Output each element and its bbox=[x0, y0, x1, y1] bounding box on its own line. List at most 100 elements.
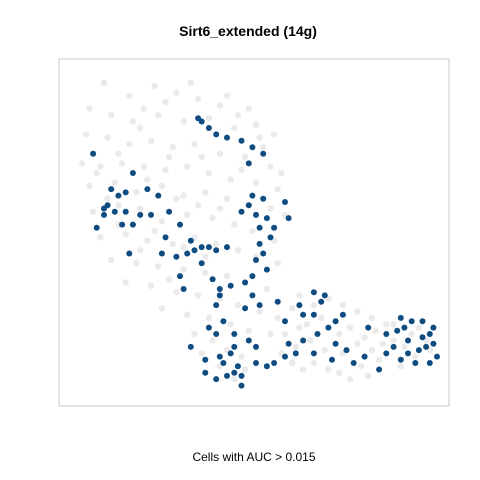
background-point bbox=[231, 375, 238, 383]
highlighted-point bbox=[325, 324, 332, 331]
background-point bbox=[234, 111, 242, 119]
highlighted-point bbox=[282, 353, 288, 360]
background-point bbox=[158, 218, 166, 225]
background-point bbox=[289, 359, 296, 367]
background-point bbox=[346, 324, 354, 331]
highlighted-point bbox=[115, 192, 122, 199]
background-point bbox=[354, 308, 361, 315]
background-point bbox=[365, 372, 372, 380]
background-point bbox=[137, 205, 144, 212]
background-point bbox=[281, 330, 289, 338]
highlighted-point bbox=[300, 337, 307, 344]
highlighted-point bbox=[173, 253, 180, 260]
highlighted-point bbox=[343, 347, 350, 354]
highlighted-point bbox=[332, 340, 339, 347]
highlighted-point bbox=[198, 260, 205, 267]
background-point bbox=[267, 330, 274, 338]
background-point bbox=[205, 115, 213, 122]
background-point bbox=[184, 311, 191, 318]
background-point bbox=[336, 369, 343, 376]
highlighted-point bbox=[184, 250, 191, 257]
background-point bbox=[321, 346, 328, 354]
background-point bbox=[223, 195, 231, 202]
background-point bbox=[108, 111, 115, 119]
background-point bbox=[267, 205, 274, 212]
highlighted-point bbox=[126, 250, 133, 257]
background-point bbox=[169, 144, 176, 151]
highlighted-point bbox=[108, 186, 115, 193]
highlighted-point bbox=[122, 208, 129, 215]
highlighted-point bbox=[350, 360, 357, 366]
highlighted-point bbox=[397, 356, 404, 363]
highlighted-point bbox=[101, 205, 107, 212]
background-point bbox=[93, 169, 100, 177]
background-point bbox=[155, 111, 162, 119]
background-point bbox=[151, 82, 158, 90]
background-point bbox=[227, 321, 234, 328]
highlighted-point bbox=[205, 324, 212, 331]
background-point bbox=[137, 124, 144, 132]
background-point bbox=[104, 134, 111, 141]
highlighted-point bbox=[216, 292, 223, 299]
highlighted-point bbox=[390, 343, 397, 350]
highlighted-points-layer bbox=[90, 115, 440, 389]
background-point bbox=[307, 337, 314, 344]
background-point bbox=[140, 163, 147, 170]
highlighted-point bbox=[249, 144, 256, 151]
highlighted-point bbox=[260, 250, 267, 257]
highlighted-point bbox=[213, 247, 220, 254]
background-point bbox=[122, 231, 129, 238]
highlighted-point bbox=[274, 298, 281, 305]
highlighted-point bbox=[224, 372, 230, 379]
background-point bbox=[137, 247, 144, 254]
background-point bbox=[202, 253, 209, 260]
highlighted-point bbox=[224, 244, 230, 251]
background-point bbox=[241, 153, 249, 161]
highlighted-point bbox=[111, 208, 118, 215]
highlighted-point bbox=[383, 350, 390, 357]
background-point bbox=[339, 301, 347, 309]
highlighted-point bbox=[238, 137, 245, 144]
background-point bbox=[158, 182, 166, 190]
highlighted-point bbox=[296, 302, 303, 309]
highlighted-point bbox=[216, 353, 223, 360]
highlighted-point bbox=[180, 286, 187, 292]
highlighted-point bbox=[129, 221, 136, 228]
background-point bbox=[231, 221, 238, 228]
background-point bbox=[412, 353, 419, 360]
highlighted-point bbox=[365, 324, 372, 331]
highlighted-point bbox=[177, 273, 183, 280]
background-point bbox=[216, 102, 223, 109]
highlighted-point bbox=[401, 324, 408, 331]
highlighted-point bbox=[263, 215, 270, 222]
background-point bbox=[155, 263, 162, 270]
highlighted-point bbox=[271, 360, 278, 366]
background-point bbox=[165, 276, 173, 283]
background-point bbox=[231, 124, 238, 132]
highlighted-point bbox=[238, 372, 245, 379]
background-point bbox=[325, 366, 332, 373]
background-point bbox=[89, 208, 97, 215]
highlighted-point bbox=[220, 360, 227, 366]
highlighted-point bbox=[419, 334, 426, 341]
highlighted-point bbox=[434, 353, 440, 360]
background-point bbox=[126, 140, 133, 148]
background-point bbox=[336, 330, 343, 338]
background-point bbox=[274, 314, 281, 322]
background-point bbox=[379, 340, 386, 347]
highlighted-point bbox=[253, 343, 259, 350]
highlighted-point bbox=[148, 211, 154, 218]
highlighted-point bbox=[216, 286, 223, 292]
background-point bbox=[209, 214, 216, 222]
background-point bbox=[115, 150, 122, 157]
background-point bbox=[354, 340, 361, 347]
background-point bbox=[209, 337, 216, 344]
highlighted-point bbox=[310, 311, 317, 318]
highlighted-point bbox=[361, 353, 368, 360]
x-axis-label: Cells with AUC > 0.015 bbox=[192, 450, 315, 464]
background-point bbox=[267, 163, 274, 170]
background-point bbox=[274, 260, 281, 267]
background-point bbox=[310, 301, 318, 309]
background-point bbox=[162, 99, 169, 106]
